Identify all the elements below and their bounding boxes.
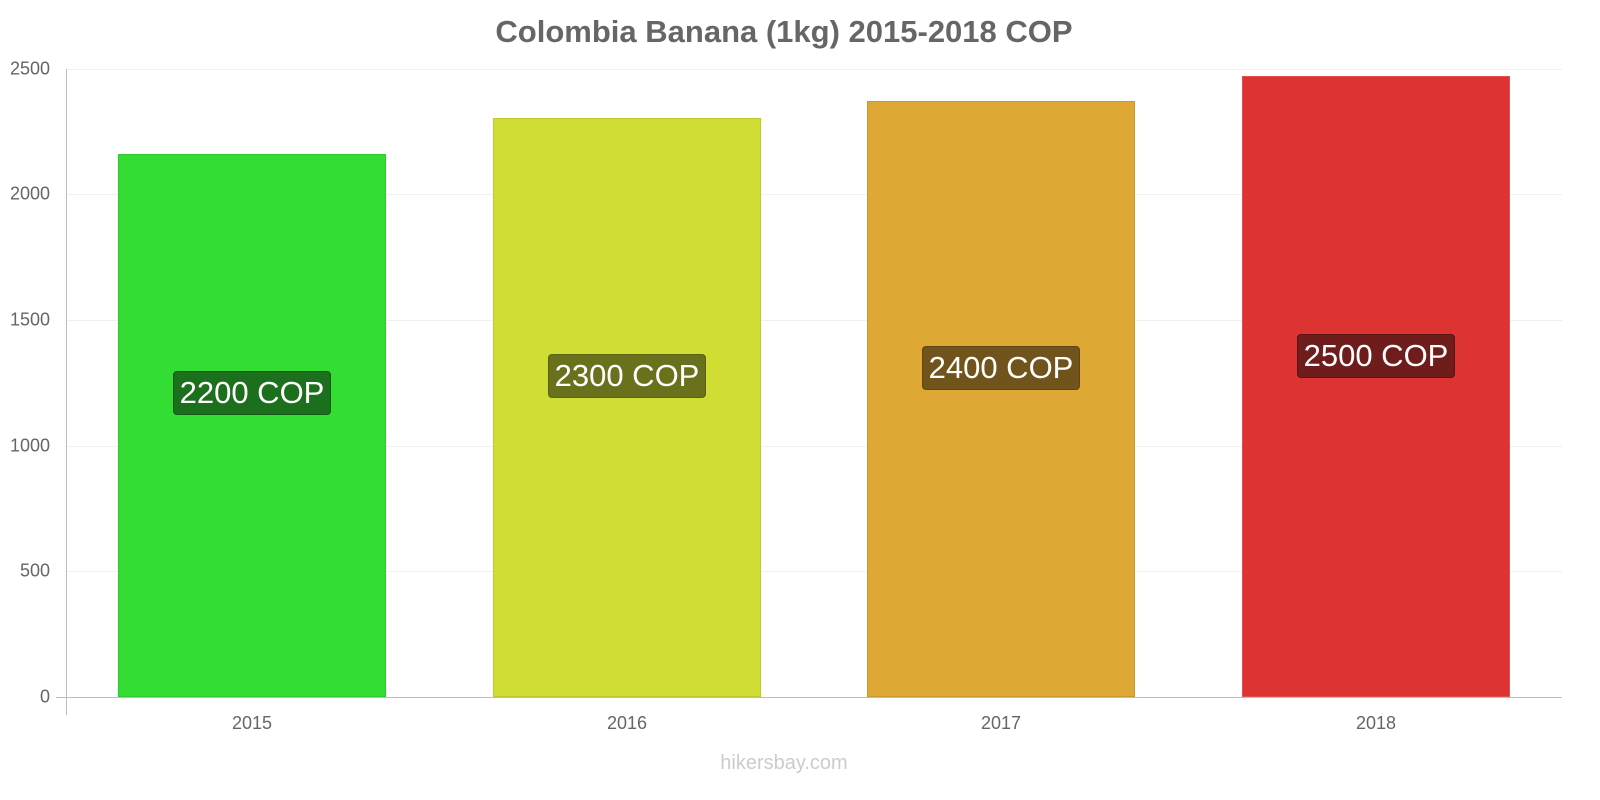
y-tick-label-2500: 2500 bbox=[9, 58, 50, 79]
y-axis bbox=[66, 69, 67, 715]
y-tick-label-0: 0 bbox=[39, 686, 50, 707]
gridline-1500 bbox=[66, 320, 1562, 321]
gridline-1000 bbox=[66, 446, 1562, 447]
bar-value-label: 2500 COP bbox=[1296, 334, 1456, 378]
x-tick-label-2017: 2017 bbox=[980, 713, 1022, 733]
bar-2016[interactable] bbox=[493, 118, 761, 697]
gridline-500 bbox=[66, 571, 1562, 572]
bar-2017[interactable] bbox=[867, 101, 1135, 697]
bar-label-container-2015: 2200 COP bbox=[118, 371, 386, 415]
y-tick-label-500: 500 bbox=[19, 560, 50, 581]
y-tick-label-2000: 2000 bbox=[9, 183, 50, 204]
bar-label-container-2016: 2300 COP bbox=[493, 354, 761, 398]
x-tick-label-2015: 2015 bbox=[231, 713, 273, 733]
bar-value-label: 2200 COP bbox=[172, 371, 332, 415]
y-tick-label-1500: 1500 bbox=[9, 309, 50, 330]
gridline-2500 bbox=[66, 69, 1562, 70]
bar-value-label: 2300 COP bbox=[547, 354, 707, 398]
gridline-2000 bbox=[66, 194, 1562, 195]
x-tick-label-2018: 2018 bbox=[1355, 713, 1397, 733]
bar-label-container-2017: 2400 COP bbox=[867, 346, 1135, 390]
x-tick-label-2016: 2016 bbox=[606, 713, 648, 733]
x-axis bbox=[56, 697, 1562, 698]
watermark: hikersbay.com bbox=[720, 752, 848, 774]
y-tick-label-1000: 1000 bbox=[9, 435, 50, 456]
bar-2018[interactable] bbox=[1242, 76, 1510, 697]
bar-label-container-2018: 2500 COP bbox=[1242, 334, 1510, 378]
chart-title: Colombia Banana (1kg) 2015-2018 COP bbox=[495, 14, 1073, 49]
bar-value-label: 2400 COP bbox=[921, 346, 1081, 390]
bar-2015[interactable] bbox=[118, 154, 386, 697]
